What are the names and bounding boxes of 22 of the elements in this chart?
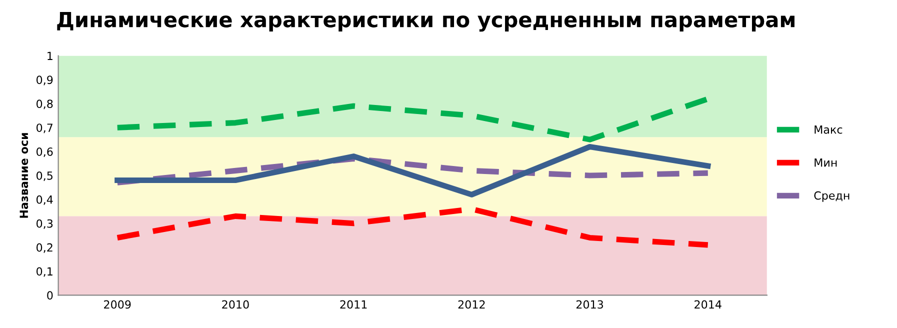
legend-label: Мин	[814, 158, 837, 167]
x-tick-label: 2012	[458, 300, 485, 309]
y-tick-label: 0,6	[36, 148, 53, 158]
y-tick-label: 0,3	[36, 219, 53, 229]
x-tick-label: 2011	[340, 300, 367, 309]
y-tick-label: 1	[48, 52, 52, 60]
y-tick-label: 0,9	[36, 76, 53, 86]
y-tick-label: 0,7	[36, 124, 52, 134]
y-tick-label: 0,1	[36, 267, 52, 277]
legend-label: Макс	[814, 126, 842, 134]
x-tick-label: 2010	[222, 300, 249, 309]
x-tick-label: 2013	[576, 300, 604, 309]
y-tick-label: 0,4	[36, 195, 53, 205]
y-tick-label: 0	[47, 291, 53, 300]
x-tick-label: 2014	[694, 300, 722, 309]
x-tick-label: 2009	[104, 300, 131, 309]
y-tick-label: 0,2	[36, 243, 52, 253]
legend-label: Средн	[814, 191, 850, 202]
chart-title: Динамические характеристики по усредненным параметрам	[57, 12, 794, 32]
y-tick-label: 0,5	[36, 171, 52, 181]
y-axis-title: Название оси	[20, 133, 28, 218]
y-tick-label: 0,8	[36, 100, 53, 110]
